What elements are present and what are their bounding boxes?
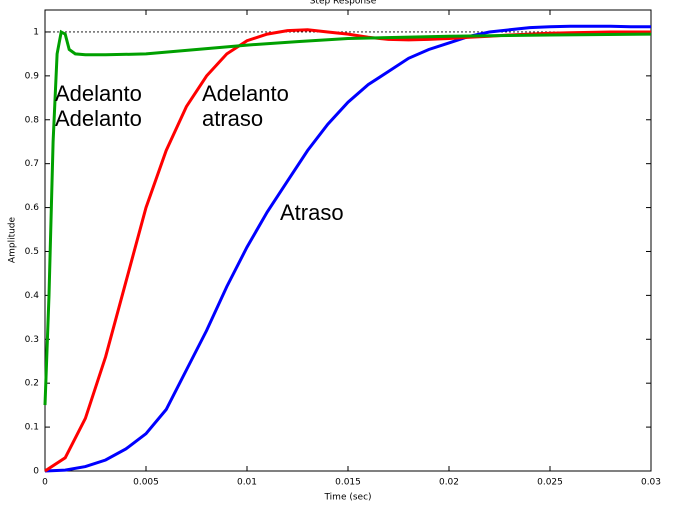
y-tick-label: 0.6 bbox=[25, 203, 40, 213]
annotation: Adelanto bbox=[202, 81, 289, 106]
y-tick-label: 1 bbox=[33, 27, 39, 37]
y-tick-label: 0.7 bbox=[25, 159, 39, 169]
chart-title: Step Response bbox=[310, 0, 377, 7]
series-line bbox=[44, 28, 651, 473]
x-tick-label: 0 bbox=[42, 478, 48, 488]
y-tick-label: 0.1 bbox=[25, 423, 39, 433]
y-tick-label: 0.3 bbox=[25, 335, 39, 345]
annotation: Atraso bbox=[280, 200, 344, 225]
x-tick-label: 0.015 bbox=[335, 478, 361, 488]
series-line bbox=[44, 24, 651, 473]
y-axis-label: Amplitude bbox=[8, 216, 18, 263]
y-tick-label: 0.4 bbox=[25, 291, 40, 301]
x-tick-label: 0.005 bbox=[133, 478, 159, 488]
plot-area bbox=[44, 9, 652, 472]
y-tick-label: 0.5 bbox=[25, 247, 39, 257]
y-tick-label: 0.8 bbox=[25, 115, 40, 125]
x-tick-label: 0.025 bbox=[537, 478, 563, 488]
y-tick-label: 0 bbox=[33, 467, 39, 477]
y-tick-label: 0.9 bbox=[25, 71, 40, 81]
annotation: Adelanto bbox=[55, 106, 142, 131]
x-tick-label: 0.03 bbox=[641, 478, 661, 488]
annotation: atraso bbox=[202, 106, 263, 131]
series-line bbox=[43, 29, 652, 406]
x-tick-label: 0.01 bbox=[237, 478, 257, 488]
x-axis-label: Time (sec) bbox=[323, 493, 371, 503]
y-tick-label: 0.2 bbox=[25, 379, 39, 389]
annotation: Adelanto bbox=[55, 81, 142, 106]
x-tick-label: 0.02 bbox=[439, 478, 459, 488]
